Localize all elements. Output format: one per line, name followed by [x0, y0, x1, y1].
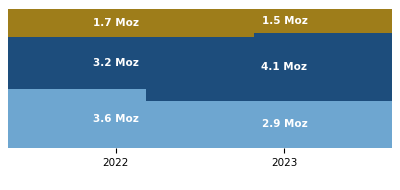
Text: 1.7 Moz: 1.7 Moz — [92, 18, 138, 28]
Bar — [146, 101, 400, 148]
Text: 3.6 Moz: 3.6 Moz — [92, 114, 138, 124]
Text: 4.1 Moz: 4.1 Moz — [262, 62, 308, 72]
Text: 2.9 Moz: 2.9 Moz — [262, 119, 307, 129]
Bar — [146, 33, 400, 101]
Bar — [0, 9, 254, 37]
Text: 3.2 Moz: 3.2 Moz — [92, 58, 138, 68]
Bar — [146, 9, 400, 33]
Bar — [0, 89, 254, 148]
Bar — [0, 37, 254, 89]
Text: 1.5 Moz: 1.5 Moz — [262, 16, 308, 26]
